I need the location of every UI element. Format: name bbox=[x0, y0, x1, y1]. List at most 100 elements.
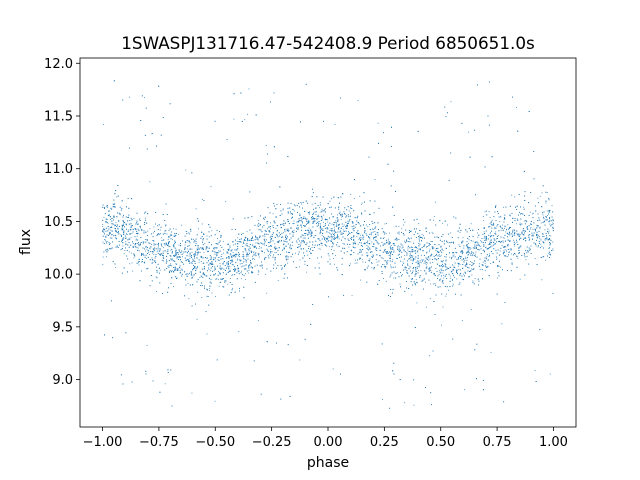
data-point bbox=[304, 237, 306, 239]
data-point bbox=[188, 233, 190, 235]
data-point bbox=[244, 258, 246, 260]
data-point bbox=[392, 266, 394, 268]
data-point bbox=[447, 224, 448, 226]
data-point bbox=[144, 134, 146, 136]
data-point bbox=[396, 272, 398, 274]
data-point bbox=[270, 222, 271, 224]
data-point bbox=[179, 270, 181, 272]
data-point bbox=[243, 258, 245, 260]
data-point bbox=[216, 255, 218, 257]
data-point bbox=[397, 245, 399, 247]
data-point bbox=[257, 226, 259, 227]
data-point bbox=[305, 225, 307, 227]
data-point bbox=[400, 272, 401, 273]
data-point bbox=[166, 251, 168, 253]
data-point bbox=[361, 202, 363, 204]
data-point bbox=[121, 226, 123, 228]
data-point bbox=[212, 250, 214, 252]
data-point bbox=[389, 251, 390, 253]
data-point bbox=[537, 235, 539, 237]
data-point bbox=[153, 243, 155, 245]
data-point bbox=[276, 203, 278, 205]
data-point bbox=[523, 253, 525, 254]
data-point bbox=[533, 222, 535, 224]
data-point bbox=[324, 209, 325, 211]
data-point bbox=[462, 251, 464, 253]
data-point bbox=[520, 213, 522, 214]
data-point bbox=[126, 233, 128, 235]
data-point bbox=[524, 220, 526, 222]
data-point bbox=[219, 274, 221, 276]
data-point bbox=[213, 256, 215, 258]
data-point bbox=[377, 122, 379, 124]
data-point bbox=[398, 225, 400, 227]
data-point bbox=[270, 228, 271, 230]
data-point bbox=[263, 218, 265, 220]
data-point bbox=[373, 237, 375, 239]
data-point bbox=[539, 237, 541, 239]
data-point bbox=[414, 284, 416, 286]
data-point bbox=[220, 258, 222, 260]
data-point bbox=[472, 240, 474, 242]
data-point bbox=[103, 123, 105, 125]
data-point bbox=[420, 254, 422, 256]
data-point bbox=[188, 232, 190, 234]
data-point bbox=[430, 266, 432, 268]
data-point bbox=[330, 240, 332, 242]
data-point bbox=[309, 251, 310, 252]
data-point bbox=[287, 231, 289, 232]
data-point bbox=[473, 255, 475, 257]
data-point bbox=[196, 249, 198, 251]
data-point bbox=[474, 253, 476, 255]
data-point bbox=[465, 258, 467, 259]
data-point bbox=[194, 258, 196, 260]
data-point bbox=[331, 239, 333, 241]
data-point bbox=[405, 252, 407, 254]
data-point bbox=[369, 239, 371, 241]
data-point bbox=[489, 217, 491, 218]
data-point bbox=[161, 237, 162, 239]
data-point bbox=[308, 222, 310, 224]
data-point bbox=[387, 251, 388, 252]
data-point bbox=[488, 256, 490, 258]
data-point bbox=[151, 257, 153, 259]
data-point bbox=[119, 214, 121, 216]
data-point bbox=[385, 233, 387, 235]
data-point bbox=[243, 241, 244, 243]
data-point bbox=[457, 263, 459, 265]
data-point bbox=[509, 240, 511, 241]
data-point bbox=[252, 255, 253, 257]
data-point bbox=[113, 203, 115, 205]
data-point bbox=[459, 269, 461, 271]
data-point bbox=[349, 263, 351, 265]
data-point bbox=[347, 238, 349, 240]
data-point bbox=[157, 229, 159, 230]
data-point bbox=[420, 270, 422, 272]
data-point bbox=[404, 267, 406, 269]
data-point bbox=[258, 246, 260, 248]
data-point bbox=[239, 263, 241, 265]
data-point bbox=[426, 251, 428, 253]
data-point bbox=[416, 267, 418, 269]
data-point bbox=[132, 246, 134, 248]
data-point bbox=[208, 236, 210, 238]
data-point bbox=[334, 232, 336, 234]
data-point bbox=[496, 258, 498, 260]
data-point bbox=[393, 251, 395, 253]
data-point bbox=[418, 260, 420, 262]
data-point bbox=[425, 281, 426, 283]
data-point bbox=[245, 256, 247, 258]
data-point bbox=[434, 273, 435, 275]
data-point bbox=[267, 221, 269, 223]
data-point bbox=[454, 262, 456, 264]
data-point bbox=[319, 204, 321, 206]
data-point bbox=[425, 264, 427, 266]
data-point bbox=[419, 261, 421, 263]
data-point bbox=[328, 296, 330, 298]
data-point bbox=[429, 298, 431, 300]
data-point bbox=[299, 266, 301, 268]
data-point bbox=[261, 261, 262, 263]
data-point bbox=[439, 256, 441, 257]
data-point bbox=[125, 216, 127, 218]
data-point bbox=[332, 368, 334, 370]
